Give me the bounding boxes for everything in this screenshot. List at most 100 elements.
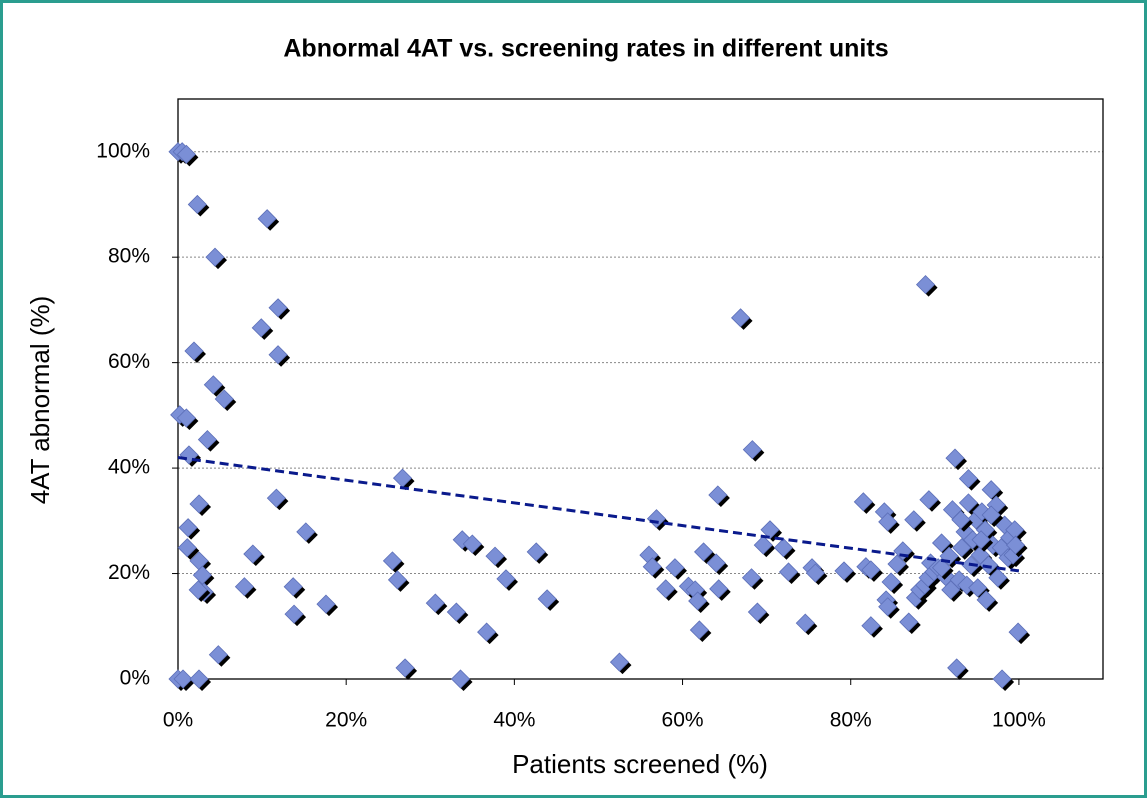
- point-face: [931, 533, 952, 553]
- point-face: [979, 555, 999, 575]
- plot-area: [177, 98, 1104, 680]
- point-face: [834, 561, 854, 581]
- point: [189, 494, 212, 516]
- point-face: [197, 430, 217, 450]
- point-face: [178, 518, 198, 538]
- point: [192, 565, 215, 588]
- point: [205, 247, 227, 270]
- point: [992, 669, 1015, 691]
- point-face: [382, 551, 402, 571]
- point: [665, 558, 687, 580]
- point-face: [708, 485, 728, 505]
- point-face: [881, 572, 901, 592]
- point: [773, 538, 796, 560]
- point-face: [208, 645, 228, 665]
- point-face: [665, 558, 685, 578]
- point: [887, 554, 909, 577]
- point: [446, 602, 469, 625]
- point-face: [971, 530, 991, 550]
- point-face: [760, 520, 780, 540]
- point-face: [496, 569, 516, 589]
- point-face: [446, 602, 466, 622]
- point: [387, 570, 410, 592]
- point-face: [945, 448, 965, 468]
- point-face: [187, 194, 207, 215]
- point: [861, 616, 883, 638]
- point: [689, 620, 712, 642]
- point: [176, 408, 199, 430]
- point: [187, 194, 210, 217]
- point: [496, 569, 518, 591]
- x-tick-label: 60%: [662, 709, 704, 732]
- point: [283, 577, 306, 599]
- point-face: [878, 512, 898, 532]
- point: [878, 597, 900, 619]
- point-face: [609, 652, 630, 672]
- point: [919, 490, 941, 512]
- point: [931, 558, 954, 580]
- point-face: [931, 558, 952, 578]
- point: [234, 577, 257, 599]
- point-face: [853, 492, 873, 512]
- point-face: [477, 622, 497, 642]
- point: [916, 275, 938, 297]
- point: [853, 492, 876, 514]
- point: [178, 518, 201, 540]
- point-face: [395, 658, 415, 678]
- point-face: [189, 669, 209, 689]
- point-face: [251, 318, 271, 338]
- point: [893, 541, 915, 563]
- x-tick-label: 100%: [992, 709, 1046, 732]
- point-face: [753, 535, 773, 555]
- point: [958, 469, 981, 491]
- point: [731, 308, 753, 330]
- point: [708, 485, 730, 507]
- point-face: [176, 408, 196, 428]
- x-tick-label: 20%: [325, 709, 367, 732]
- point-face: [747, 602, 767, 622]
- point: [214, 389, 237, 412]
- point-face: [861, 560, 881, 580]
- point: [243, 544, 265, 567]
- y-tick-label: 20%: [108, 561, 150, 584]
- point-face: [184, 341, 204, 361]
- point: [951, 510, 973, 532]
- point: [462, 534, 485, 557]
- point: [947, 658, 969, 680]
- point: [778, 562, 801, 584]
- point: [188, 580, 211, 602]
- point-face: [952, 538, 972, 558]
- point: [899, 612, 921, 635]
- point: [177, 538, 200, 560]
- point-face: [958, 469, 979, 489]
- point-face: [1008, 622, 1028, 642]
- y-tick-label: 80%: [108, 245, 150, 268]
- point: [656, 579, 678, 601]
- trendline: [177, 456, 1020, 573]
- point-face: [243, 544, 263, 564]
- point-face: [188, 580, 208, 600]
- y-tick-label: 0%: [120, 667, 150, 690]
- point-face: [283, 577, 303, 597]
- point: [296, 522, 318, 544]
- point-face: [919, 490, 939, 510]
- point-face: [878, 597, 898, 617]
- chart-title: Abnormal 4AT vs. screening rates in diff…: [283, 35, 888, 63]
- point-face: [976, 590, 996, 610]
- point-face: [916, 275, 936, 295]
- point-face: [656, 579, 676, 599]
- point-face: [981, 505, 1001, 525]
- point: [979, 555, 1001, 578]
- point: [268, 298, 291, 320]
- point: [526, 542, 549, 564]
- point: [742, 440, 765, 462]
- point-face: [904, 510, 924, 530]
- x-tick-label: 0%: [163, 709, 193, 732]
- point: [642, 557, 665, 579]
- point: [251, 318, 274, 340]
- point: [981, 505, 1004, 528]
- point: [878, 512, 900, 534]
- point-face: [941, 580, 961, 600]
- point-face: [741, 568, 762, 588]
- x-axis-label: Patients screened (%): [512, 749, 768, 779]
